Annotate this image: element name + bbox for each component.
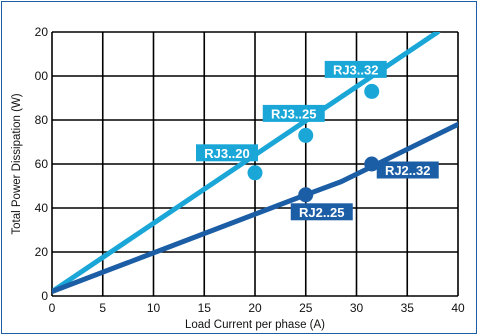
y-tick-label: 60 (35, 157, 49, 171)
data-point (298, 187, 314, 203)
data-label: RJ3..25 (271, 106, 317, 121)
markers-group: RJ3..20 RJ3..25 RJ3..32 RJ2..25 RJ2..32 (196, 60, 439, 221)
data-point (364, 156, 380, 172)
x-tick-label: 0 (49, 301, 56, 315)
x-tick-label: 5 (99, 301, 106, 315)
data-point (247, 165, 263, 181)
data-label-box (262, 104, 325, 122)
data-label-box (290, 203, 353, 221)
data-point (364, 83, 380, 99)
y-tick-label: 20 (35, 25, 49, 39)
data-label: RJ3..32 (333, 62, 379, 77)
data-label-box (376, 161, 439, 179)
x-tick-label: 40 (451, 301, 465, 315)
y-axis-label: Total Power Dissipation (W) (11, 93, 23, 234)
x-tick-label: 10 (147, 301, 161, 315)
y-tick-label: 40 (35, 201, 49, 215)
data-label: RJ3..20 (204, 146, 250, 161)
y-tick-label: 0 (41, 289, 48, 303)
series-line-rj2 (52, 121, 458, 295)
y-tick-label: 20 (35, 245, 49, 259)
x-axis-label: Load Current per phase (A) (185, 319, 325, 331)
x-tick-label: 25 (299, 301, 313, 315)
data-label-box (324, 60, 387, 78)
x-tick-label: 30 (350, 301, 364, 315)
data-label: RJ2..25 (299, 205, 345, 220)
x-tick-label: 20 (248, 301, 262, 315)
data-point (298, 127, 314, 143)
data-label-box (196, 144, 258, 162)
y-tick-label: 80 (35, 113, 49, 127)
x-tick-label: 15 (198, 301, 212, 315)
x-tick-label: 35 (401, 301, 415, 315)
data-label: RJ2..32 (385, 163, 431, 178)
tick-labels: 0 5 10 15 20 25 30 35 40 0 20 40 60 80 00 20 (35, 25, 465, 315)
y-tick-label: 00 (35, 69, 49, 83)
